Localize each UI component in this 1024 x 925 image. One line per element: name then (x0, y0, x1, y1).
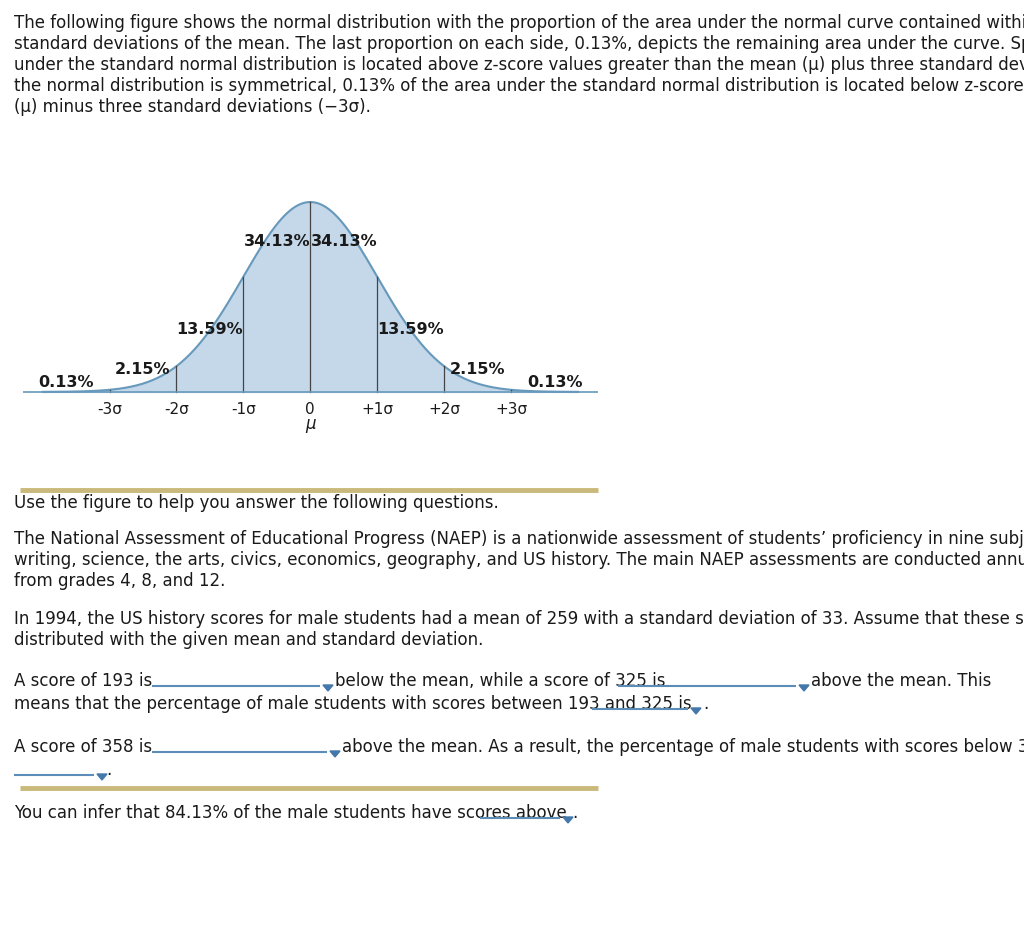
Text: 34.13%: 34.13% (310, 234, 377, 249)
Text: The following figure shows the normal distribution with the proportion of the ar: The following figure shows the normal di… (14, 14, 1024, 32)
Text: writing, science, the arts, civics, economics, geography, and US history. The ma: writing, science, the arts, civics, econ… (14, 551, 1024, 569)
Text: In 1994, the US history scores for male students had a mean of 259 with a standa: In 1994, the US history scores for male … (14, 610, 1024, 628)
Text: The National Assessment of Educational Progress (NAEP) is a nationwide assessmen: The National Assessment of Educational P… (14, 530, 1024, 548)
Text: .: . (572, 804, 578, 822)
Polygon shape (97, 774, 106, 780)
Polygon shape (563, 817, 573, 823)
Text: from grades 4, 8, and 12.: from grades 4, 8, and 12. (14, 572, 225, 590)
Text: 0.13%: 0.13% (38, 376, 94, 390)
Text: -3σ: -3σ (97, 402, 122, 417)
Text: (μ) minus three standard deviations (−3σ).: (μ) minus three standard deviations (−3σ… (14, 98, 371, 116)
Polygon shape (799, 685, 809, 691)
Text: standard deviations of the mean. The last proportion on each side, 0.13%, depict: standard deviations of the mean. The las… (14, 35, 1024, 53)
Text: +3σ: +3σ (495, 402, 527, 417)
Polygon shape (691, 708, 701, 714)
Text: -1σ: -1σ (231, 402, 256, 417)
Text: A score of 193 is: A score of 193 is (14, 672, 153, 690)
Text: above the mean. This: above the mean. This (811, 672, 991, 690)
Text: means that the percentage of male students with scores between 193 and 325 is: means that the percentage of male studen… (14, 695, 691, 713)
Text: A score of 358 is: A score of 358 is (14, 738, 153, 756)
Text: μ: μ (305, 414, 315, 433)
Text: under the standard normal distribution is located above z-score values greater t: under the standard normal distribution i… (14, 56, 1024, 74)
Text: distributed with the given mean and standard deviation.: distributed with the given mean and stan… (14, 631, 483, 649)
Text: 0: 0 (305, 402, 315, 417)
Text: above the mean. As a result, the percentage of male students with scores below 3: above the mean. As a result, the percent… (342, 738, 1024, 756)
Text: Use the figure to help you answer the following questions.: Use the figure to help you answer the fo… (14, 494, 499, 512)
Text: +1σ: +1σ (361, 402, 393, 417)
Text: 2.15%: 2.15% (450, 362, 505, 376)
Text: 13.59%: 13.59% (176, 322, 244, 338)
Text: the normal distribution is symmetrical, 0.13% of the area under the standard nor: the normal distribution is symmetrical, … (14, 77, 1024, 95)
Text: -2σ: -2σ (164, 402, 188, 417)
Text: below the mean, while a score of 325 is: below the mean, while a score of 325 is (335, 672, 666, 690)
Text: 2.15%: 2.15% (116, 362, 171, 376)
Text: 13.59%: 13.59% (377, 322, 444, 338)
Text: 0.13%: 0.13% (526, 376, 583, 390)
Polygon shape (323, 685, 333, 691)
Text: +2σ: +2σ (428, 402, 460, 417)
Polygon shape (330, 751, 340, 757)
Text: .: . (703, 695, 709, 713)
Text: .: . (106, 761, 112, 779)
Text: 34.13%: 34.13% (244, 234, 310, 249)
Text: You can infer that 84.13% of the male students have scores above: You can infer that 84.13% of the male st… (14, 804, 566, 822)
